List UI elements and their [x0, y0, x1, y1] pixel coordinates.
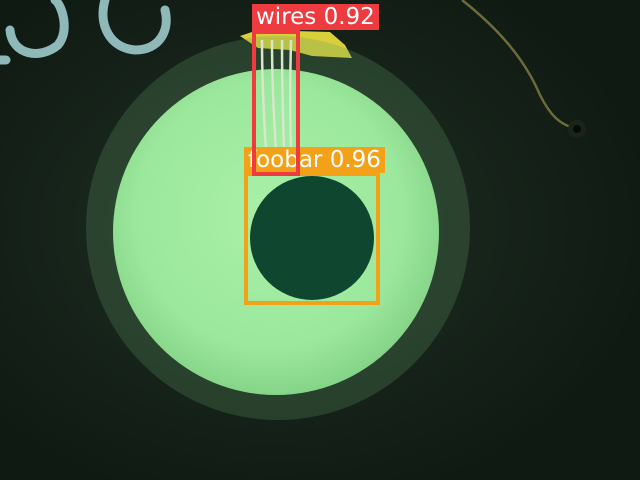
foobar-bounding-box [244, 172, 380, 305]
via-hole-center [573, 125, 581, 133]
silkscreen-marks [0, 0, 171, 65]
bond-wires [260, 39, 293, 151]
wires-detection-label: wires 0.92 [252, 4, 379, 30]
copper-trace [461, 0, 576, 130]
wires-bounding-box [252, 30, 300, 176]
aperture-hole [250, 176, 374, 300]
foobar-detection-label: foobar 0.96 [244, 147, 385, 173]
